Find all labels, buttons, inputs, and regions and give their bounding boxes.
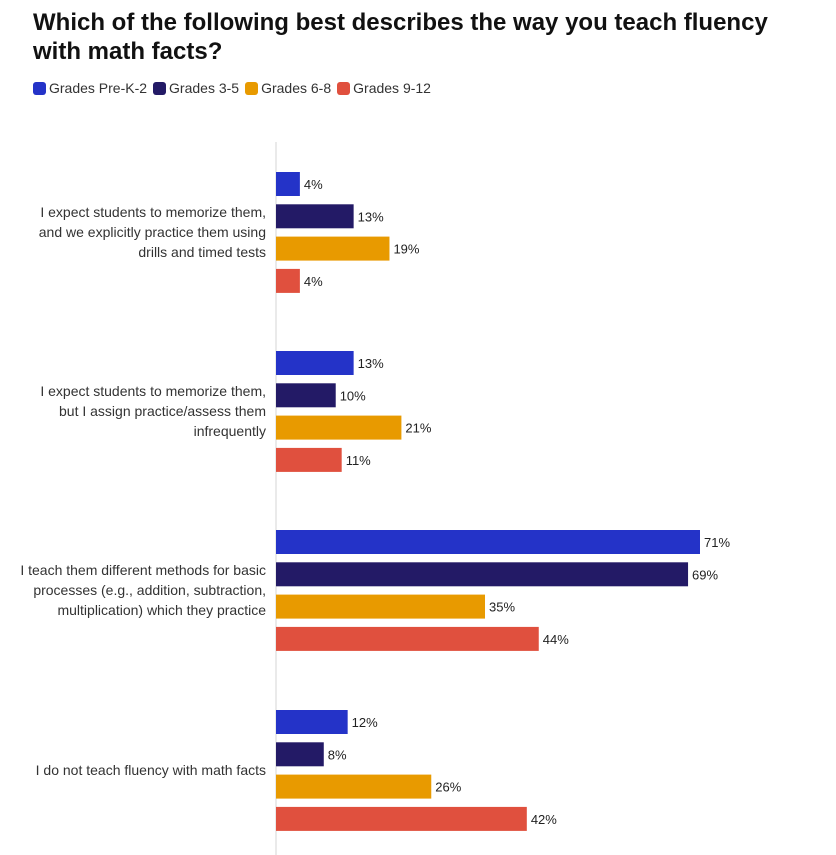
legend: Grades Pre-K-2 Grades 3-5 Grades 6-8 Gra… — [33, 80, 433, 96]
bar-value-label: 10% — [340, 388, 366, 403]
category-label: I teach them different methods for basic… — [20, 562, 266, 619]
bar[interactable] — [276, 383, 336, 408]
bar[interactable] — [276, 204, 354, 229]
bar[interactable] — [276, 415, 402, 440]
legend-label-grades-6-8: Grades 6-8 — [261, 80, 332, 96]
bar-value-label: 4% — [304, 177, 323, 192]
bar[interactable] — [276, 710, 348, 734]
category-label: I expect students to memorize them, and … — [38, 204, 266, 261]
bar-value-label: 69% — [692, 567, 718, 582]
bar[interactable] — [276, 268, 300, 293]
bar-value-label: 26% — [435, 780, 461, 795]
bar[interactable] — [276, 774, 432, 799]
legend-label-grades-3-5: Grades 3-5 — [169, 80, 240, 96]
legend-label-grades-pre-k-2: Grades Pre-K-2 — [49, 80, 148, 96]
legend-label-grades-9-12: Grades 9-12 — [353, 80, 431, 96]
legend-item-grades-6-8[interactable]: Grades 6-8 — [245, 80, 331, 96]
bar[interactable] — [276, 530, 700, 554]
bar-value-label: 44% — [543, 632, 569, 647]
bar[interactable] — [276, 594, 486, 619]
category-label: I expect students to memorize them, but … — [40, 383, 266, 440]
bar-value-label: 13% — [358, 209, 384, 224]
bar[interactable] — [276, 447, 342, 472]
bar-value-label: 12% — [352, 715, 378, 730]
bar-value-label: 11% — [346, 453, 371, 468]
category-label: I do not teach fluency with math facts — [35, 762, 266, 779]
chart-title: Which of the following best describes th… — [33, 9, 768, 65]
bar-value-label: 42% — [531, 812, 557, 827]
bar-value-label: 4% — [304, 274, 323, 289]
bar-value-label: 8% — [328, 747, 347, 762]
bar-value-label: 13% — [358, 356, 384, 371]
bar[interactable] — [276, 806, 527, 831]
bar-value-label: 35% — [489, 600, 515, 615]
legend-swatch-grades-3-5 — [153, 81, 167, 95]
legend-swatch-grades-6-8 — [245, 81, 259, 95]
legend-item-grades-pre-k-2[interactable]: Grades Pre-K-2 — [33, 80, 147, 96]
bar[interactable] — [276, 172, 300, 196]
legend-item-grades-9-12[interactable]: Grades 9-12 — [337, 80, 431, 96]
bar[interactable] — [276, 742, 324, 767]
bar-value-label: 21% — [405, 421, 431, 436]
bar-value-label: 19% — [393, 242, 419, 257]
bar-value-label: 71% — [704, 535, 730, 550]
bar[interactable] — [276, 236, 390, 261]
bar[interactable] — [276, 626, 539, 651]
bar[interactable] — [276, 351, 354, 375]
legend-item-grades-3-5[interactable]: Grades 3-5 — [153, 80, 239, 96]
legend-swatch-grades-9-12 — [337, 81, 351, 95]
legend-swatch-grades-pre-k-2 — [33, 81, 46, 95]
bar[interactable] — [276, 562, 689, 587]
